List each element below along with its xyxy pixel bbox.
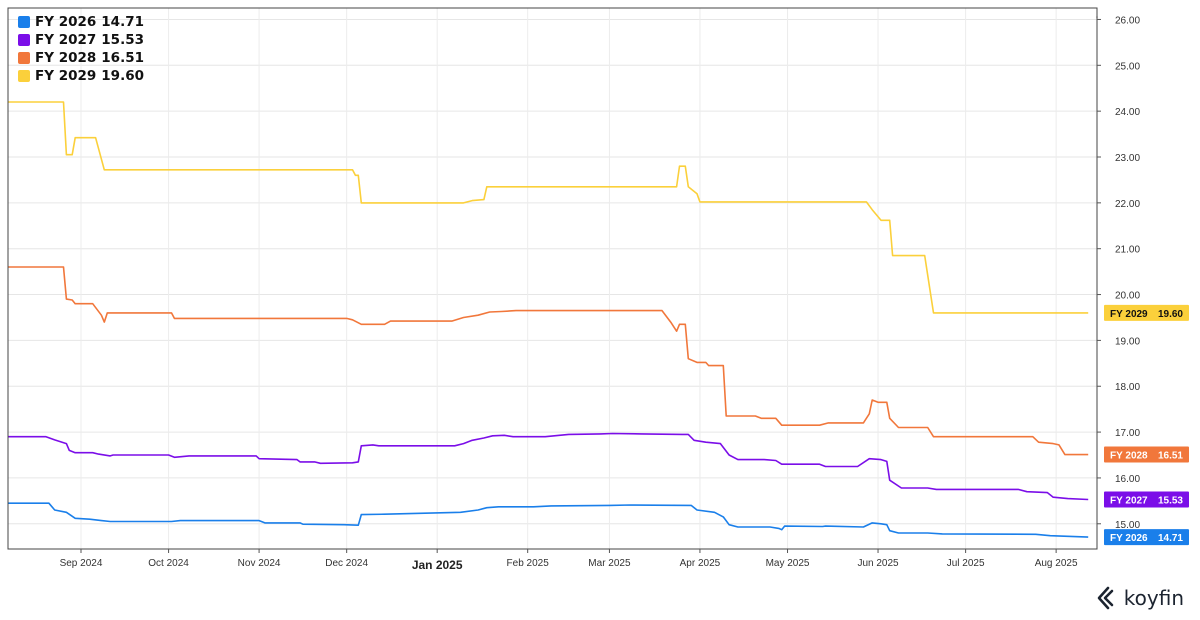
- y-tick-label: 26.00: [1115, 15, 1140, 26]
- x-tick-label: Aug 2025: [1035, 558, 1078, 569]
- legend-series-value: 19.60: [101, 68, 144, 84]
- legend-item-fy2029[interactable]: FY 2029 19.60: [18, 67, 144, 85]
- y-tick-label: 22.00: [1115, 199, 1140, 210]
- last-value-tag-name: FY 2027: [1110, 495, 1148, 506]
- legend-series-name: FY 2028: [35, 50, 97, 66]
- series-line-fy-2027: [8, 432, 1089, 501]
- last-value-tag: FY 2029 19.60: [1104, 304, 1189, 321]
- x-tick-label: Jul 2025: [947, 558, 985, 569]
- last-value-tag-bg: [1104, 491, 1189, 508]
- legend: FY 2026 14.71 FY 2027 15.53 FY 2028 16.5…: [18, 13, 144, 85]
- series-line-fy-2026: [8, 502, 1089, 538]
- legend-series-name: FY 2029: [35, 68, 97, 84]
- legend-item-fy2028[interactable]: FY 2028 16.51: [18, 49, 144, 67]
- x-tick-label: Mar 2025: [588, 558, 631, 569]
- x-axis: Sep 2024 Oct 2024 Nov 2024 Dec 2024 Jan 2025…: [60, 549, 1078, 572]
- series-line-fy-2029: [8, 101, 1089, 314]
- y-tick-label: 19.00: [1115, 336, 1140, 347]
- x-tick-label: Jun 2025: [857, 558, 899, 569]
- last-value-tag-bg: [1104, 304, 1189, 321]
- legend-series-value: 14.71: [101, 14, 144, 30]
- x-tick-label: Apr 2025: [680, 558, 721, 569]
- series-line-fy-2028: [8, 266, 1089, 456]
- last-value-tag: FY 2027 15.53: [1104, 491, 1189, 508]
- last-value-tag-value: 19.60: [1158, 309, 1183, 320]
- series-lines: [8, 101, 1089, 538]
- x-tick-label: Feb 2025: [507, 558, 550, 569]
- legend-swatch: [18, 34, 30, 46]
- x-tick-label: Nov 2024: [238, 558, 281, 569]
- last-value-tag-name: FY 2026: [1110, 533, 1148, 544]
- y-tick-label: 24.00: [1115, 107, 1140, 118]
- last-value-tag-bg: [1104, 446, 1189, 463]
- y-tick-label: 23.00: [1115, 153, 1140, 164]
- last-value-tag-value: 16.51: [1158, 451, 1183, 462]
- plot-border: [7, 7, 1098, 550]
- last-value-tag-name: FY 2029: [1110, 309, 1148, 320]
- koyfin-logo-icon: [1097, 586, 1114, 610]
- y-tick-label: 17.00: [1115, 428, 1140, 439]
- legend-swatch: [18, 70, 30, 82]
- legend-series-name: FY 2027: [35, 32, 97, 48]
- x-tick-label: Sep 2024: [60, 558, 103, 569]
- x-tick-label: Jan 2025: [412, 558, 463, 572]
- legend-item-fy2027[interactable]: FY 2027 15.53: [18, 31, 144, 49]
- y-tick-label: 25.00: [1115, 61, 1140, 72]
- legend-swatch: [18, 52, 30, 64]
- y-tick-label: 15.00: [1115, 520, 1140, 531]
- y-axis: 15.00 16.00 17.00 18.00 19.00 20.00 21.00 22.00…: [1097, 15, 1140, 531]
- y-tick-label: 16.00: [1115, 474, 1140, 485]
- y-tick-label: 18.00: [1115, 382, 1140, 393]
- x-tick-label: Dec 2024: [325, 558, 368, 569]
- last-value-tag-value: 15.53: [1158, 495, 1183, 506]
- plot-frame: [7, 7, 1098, 550]
- koyfin-watermark: koyfin: [1096, 586, 1184, 610]
- last-value-tag-value: 14.71: [1158, 533, 1183, 544]
- legend-series-value: 15.53: [101, 32, 144, 48]
- watermark-text: koyfin: [1123, 586, 1184, 610]
- last-value-tag: FY 2026 14.71: [1104, 529, 1189, 546]
- y-tick-label: 21.00: [1115, 245, 1140, 256]
- legend-series-name: FY 2026: [35, 14, 97, 30]
- x-tick-label: Oct 2024: [148, 558, 189, 569]
- last-value-tag-name: FY 2028: [1110, 451, 1148, 462]
- legend-swatch: [18, 16, 30, 28]
- axis-dot: [1096, 16, 1098, 18]
- last-value-tag: FY 2028 16.51: [1104, 446, 1189, 463]
- y-tick-label: 20.00: [1115, 291, 1140, 302]
- x-tick-label: May 2025: [766, 558, 810, 569]
- legend-series-value: 16.51: [101, 50, 144, 66]
- legend-item-fy2026[interactable]: FY 2026 14.71: [18, 13, 144, 31]
- last-value-tag-bg: [1104, 529, 1189, 546]
- grid-lines: [8, 8, 1097, 549]
